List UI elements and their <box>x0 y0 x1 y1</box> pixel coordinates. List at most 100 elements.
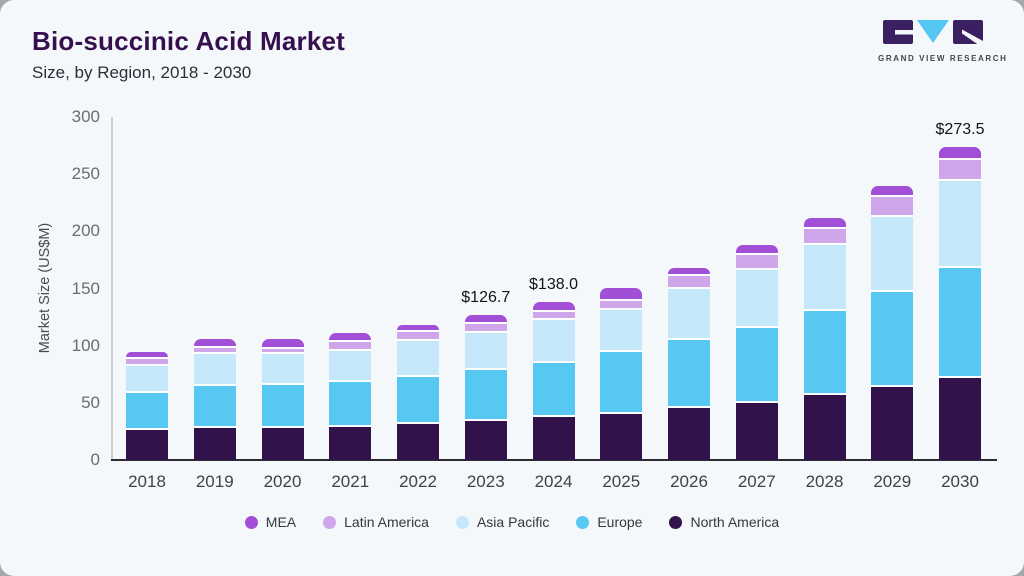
bar-segment-mea-2019[interactable] <box>193 339 236 346</box>
bar-segment-mea-2027[interactable] <box>735 245 778 253</box>
bar-2023[interactable]: $126.7 <box>461 117 510 460</box>
bar-segment-north-america-2025[interactable] <box>600 411 643 460</box>
bar-2019[interactable] <box>193 117 236 460</box>
legend-dot-icon <box>455 515 469 529</box>
bar-2030[interactable]: $273.5 <box>936 117 984 460</box>
x-tick-label-2020: 2020 <box>263 472 302 491</box>
bar-segment-asia-pacific-2019[interactable] <box>193 352 236 385</box>
legend-item-latin-america[interactable]: Latin America <box>323 514 429 530</box>
bar-segment-europe-2027[interactable] <box>735 326 778 401</box>
bar-segment-europe-2025[interactable] <box>600 350 643 412</box>
bar-segment-mea-2020[interactable] <box>261 339 304 347</box>
bar-segment-europe-2029[interactable] <box>871 289 914 386</box>
bar-segment-north-america-2018[interactable] <box>126 428 168 460</box>
bar-2022[interactable] <box>397 117 439 460</box>
bar-segment-north-america-2021[interactable] <box>329 424 372 460</box>
bar-segment-latin-america-2023[interactable] <box>464 322 507 331</box>
bar-segment-latin-america-2026[interactable] <box>668 274 710 288</box>
legend-item-europe[interactable]: Europe <box>576 514 642 530</box>
y-tick-label: 100 <box>71 335 100 355</box>
bar-segment-asia-pacific-2018[interactable] <box>126 363 168 391</box>
bar-segment-europe-2030[interactable] <box>939 266 981 376</box>
bar-segment-north-america-2026[interactable] <box>668 405 710 460</box>
bar-segment-europe-2023[interactable] <box>464 367 507 420</box>
bar-2027[interactable] <box>735 117 778 460</box>
value-label-2024: $138.0 <box>529 276 578 294</box>
bar-segment-north-america-2030[interactable] <box>939 375 981 460</box>
bar-segment-europe-2020[interactable] <box>261 383 304 427</box>
bar-2028[interactable] <box>803 117 846 460</box>
bar-segment-europe-2019[interactable] <box>193 384 236 426</box>
x-tick-label-2029: 2029 <box>873 472 912 491</box>
bar-segment-north-america-2023[interactable] <box>464 419 507 460</box>
bar-segment-north-america-2027[interactable] <box>735 400 778 460</box>
bar-segment-asia-pacific-2023[interactable] <box>464 330 507 368</box>
y-tick-label: 0 <box>90 450 100 469</box>
x-tick-label-2022: 2022 <box>399 472 437 491</box>
bar-segment-asia-pacific-2022[interactable] <box>397 339 439 375</box>
bar-segment-north-america-2022[interactable] <box>397 422 439 460</box>
bar-segment-mea-2023[interactable] <box>464 315 507 323</box>
legend-label: North America <box>690 514 780 530</box>
bar-segment-latin-america-2030[interactable] <box>939 158 981 180</box>
bar-segment-asia-pacific-2028[interactable] <box>803 243 846 309</box>
bar-segment-north-america-2028[interactable] <box>803 393 846 460</box>
bar-segment-europe-2028[interactable] <box>803 308 846 394</box>
bar-segment-mea-2028[interactable] <box>803 218 846 227</box>
bar-segment-mea-2026[interactable] <box>668 267 710 275</box>
bar-segment-latin-america-2029[interactable] <box>871 195 914 216</box>
bar-segment-asia-pacific-2025[interactable] <box>600 307 643 351</box>
bar-segment-mea-2018[interactable] <box>126 351 168 358</box>
legend-dot-icon <box>323 515 337 529</box>
bar-2025[interactable] <box>600 117 643 460</box>
bar-segment-latin-america-2018[interactable] <box>126 357 168 364</box>
bar-segment-mea-2024[interactable] <box>532 302 575 311</box>
x-tick-label-2018: 2018 <box>128 472 166 491</box>
bar-2026[interactable] <box>668 117 710 460</box>
bar-segment-asia-pacific-2030[interactable] <box>939 179 981 266</box>
bar-2020[interactable] <box>261 117 304 460</box>
bar-segment-mea-2025[interactable] <box>600 287 643 299</box>
legend-item-north-america[interactable]: North America <box>669 514 779 530</box>
bar-segment-europe-2026[interactable] <box>668 338 710 406</box>
bar-segment-latin-america-2019[interactable] <box>193 345 236 353</box>
bar-segment-mea-2029[interactable] <box>871 186 914 196</box>
bar-segment-europe-2024[interactable] <box>532 360 575 415</box>
y-tick-label: 250 <box>71 164 100 184</box>
bar-segment-latin-america-2025[interactable] <box>600 298 643 308</box>
bar-segment-mea-2030[interactable] <box>939 147 981 159</box>
bar-segment-north-america-2029[interactable] <box>871 385 914 460</box>
bar-segment-north-america-2024[interactable] <box>532 414 575 460</box>
page-subtitle: Size, by Region, 2018 - 2030 <box>32 63 252 82</box>
bar-segment-europe-2022[interactable] <box>397 374 439 423</box>
bar-segment-asia-pacific-2029[interactable] <box>871 215 914 290</box>
bar-segment-asia-pacific-2021[interactable] <box>329 349 372 380</box>
bar-2029[interactable] <box>871 117 914 460</box>
bar-segment-asia-pacific-2027[interactable] <box>735 268 778 327</box>
bar-segment-europe-2021[interactable] <box>329 379 372 425</box>
legend-item-mea[interactable]: MEA <box>244 514 296 530</box>
gvr-logo: GRAND VIEW RESEARCH <box>878 20 1006 63</box>
bar-2018[interactable] <box>126 117 168 460</box>
x-tick-label-2025: 2025 <box>602 472 641 491</box>
bar-segment-latin-america-2028[interactable] <box>803 226 846 244</box>
bar-segment-latin-america-2020[interactable] <box>261 346 304 353</box>
legend-label: Latin America <box>344 514 429 530</box>
bar-segment-north-america-2020[interactable] <box>261 426 304 460</box>
bar-segment-mea-2022[interactable] <box>397 324 439 330</box>
bar-segment-latin-america-2024[interactable] <box>532 310 575 319</box>
bar-segment-asia-pacific-2020[interactable] <box>261 352 304 384</box>
bar-segment-latin-america-2027[interactable] <box>735 252 778 269</box>
legend-item-asia-pacific[interactable]: Asia Pacific <box>455 514 549 530</box>
bar-2024[interactable]: $138.0 <box>529 117 578 460</box>
bar-segment-europe-2018[interactable] <box>126 390 168 429</box>
bar-segment-north-america-2019[interactable] <box>193 425 236 460</box>
bar-segment-latin-america-2021[interactable] <box>329 340 372 350</box>
bar-2021[interactable] <box>329 117 372 460</box>
bar-segment-mea-2021[interactable] <box>329 333 372 341</box>
bar-segment-latin-america-2022[interactable] <box>397 329 439 340</box>
bar-segment-asia-pacific-2026[interactable] <box>668 287 710 339</box>
y-axis-line <box>111 117 113 460</box>
bar-segment-asia-pacific-2024[interactable] <box>532 318 575 361</box>
